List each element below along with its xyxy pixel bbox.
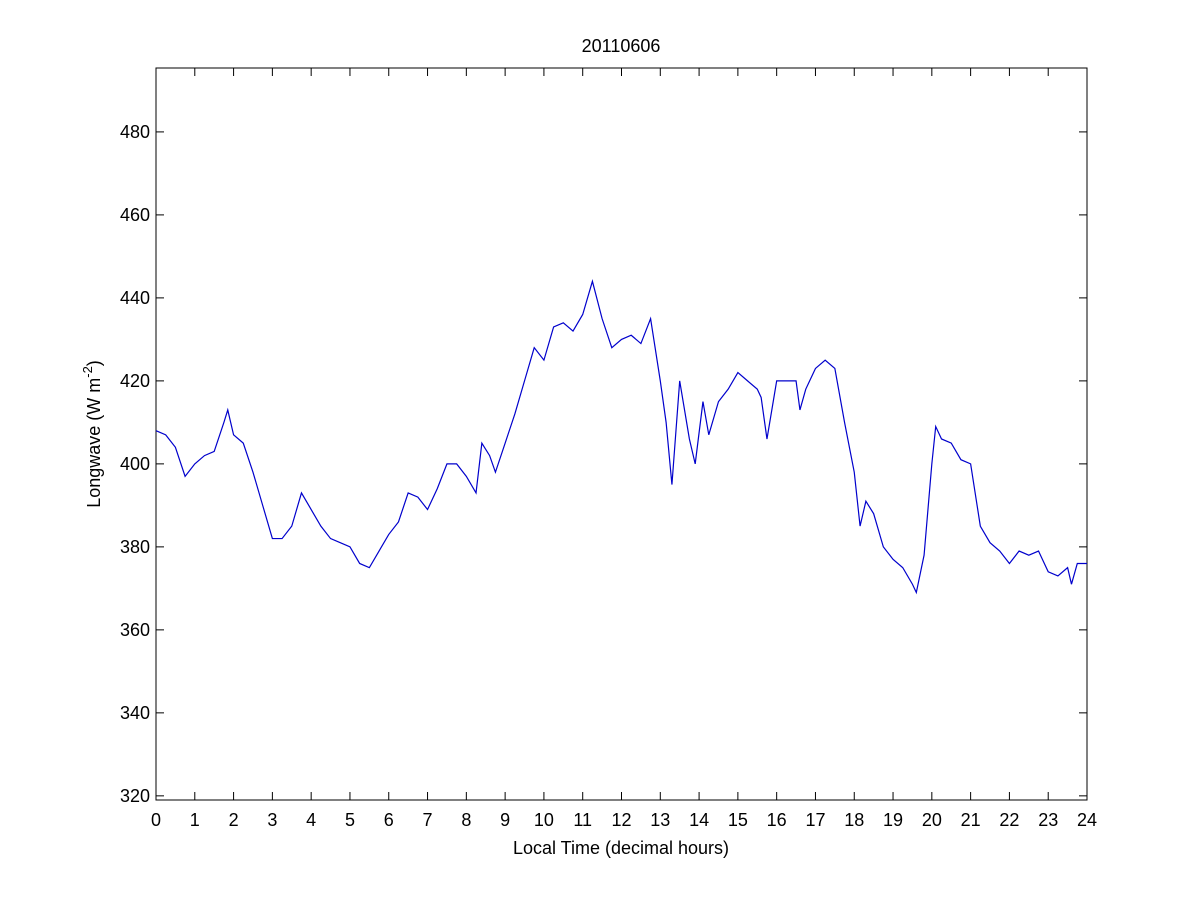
y-label-sup: -2 xyxy=(80,366,95,378)
y-tick-label: 420 xyxy=(120,371,150,391)
y-tick-label: 400 xyxy=(120,454,150,474)
x-tick-label: 21 xyxy=(961,810,981,830)
y-tick-label: 480 xyxy=(120,122,150,142)
x-tick-label: 24 xyxy=(1077,810,1097,830)
y-label-end: ) xyxy=(84,360,104,366)
x-tick-label: 0 xyxy=(151,810,161,830)
x-tick-label: 18 xyxy=(844,810,864,830)
x-tick-label: 1 xyxy=(190,810,200,830)
x-tick-label: 14 xyxy=(689,810,709,830)
x-tick-label: 16 xyxy=(767,810,787,830)
x-tick-label: 22 xyxy=(999,810,1019,830)
y-label-text: Longwave (W m xyxy=(84,378,104,508)
data-line xyxy=(155,279,1087,595)
x-tick-label: 9 xyxy=(500,810,510,830)
y-axis-label: Longwave (W m-2) xyxy=(80,360,104,508)
y-tick-label: 380 xyxy=(120,537,150,557)
x-tick-label: 7 xyxy=(423,810,433,830)
x-tick-label: 10 xyxy=(534,810,554,830)
x-tick-label: 8 xyxy=(461,810,471,830)
x-tick-label: 17 xyxy=(805,810,825,830)
y-tick-label: 460 xyxy=(120,205,150,225)
y-tick-label: 340 xyxy=(120,703,150,723)
x-tick-label: 15 xyxy=(728,810,748,830)
x-tick-label: 20 xyxy=(922,810,942,830)
x-tick-label: 12 xyxy=(611,810,631,830)
x-tick-label: 5 xyxy=(345,810,355,830)
x-tick-label: 13 xyxy=(650,810,670,830)
x-tick-label: 2 xyxy=(229,810,239,830)
x-tick-label: 6 xyxy=(384,810,394,830)
y-tick-label: 320 xyxy=(120,786,150,806)
x-axis-label: Local Time (decimal hours) xyxy=(513,838,729,858)
x-tick-label: 11 xyxy=(573,810,592,830)
x-tick-label: 4 xyxy=(306,810,316,830)
x-tick-label: 19 xyxy=(883,810,903,830)
y-tick-label: 440 xyxy=(120,288,150,308)
y-tick-label: 360 xyxy=(120,620,150,640)
x-tick-label: 3 xyxy=(267,810,277,830)
x-tick-label: 23 xyxy=(1038,810,1058,830)
chart-title: 20110606 xyxy=(582,36,661,56)
